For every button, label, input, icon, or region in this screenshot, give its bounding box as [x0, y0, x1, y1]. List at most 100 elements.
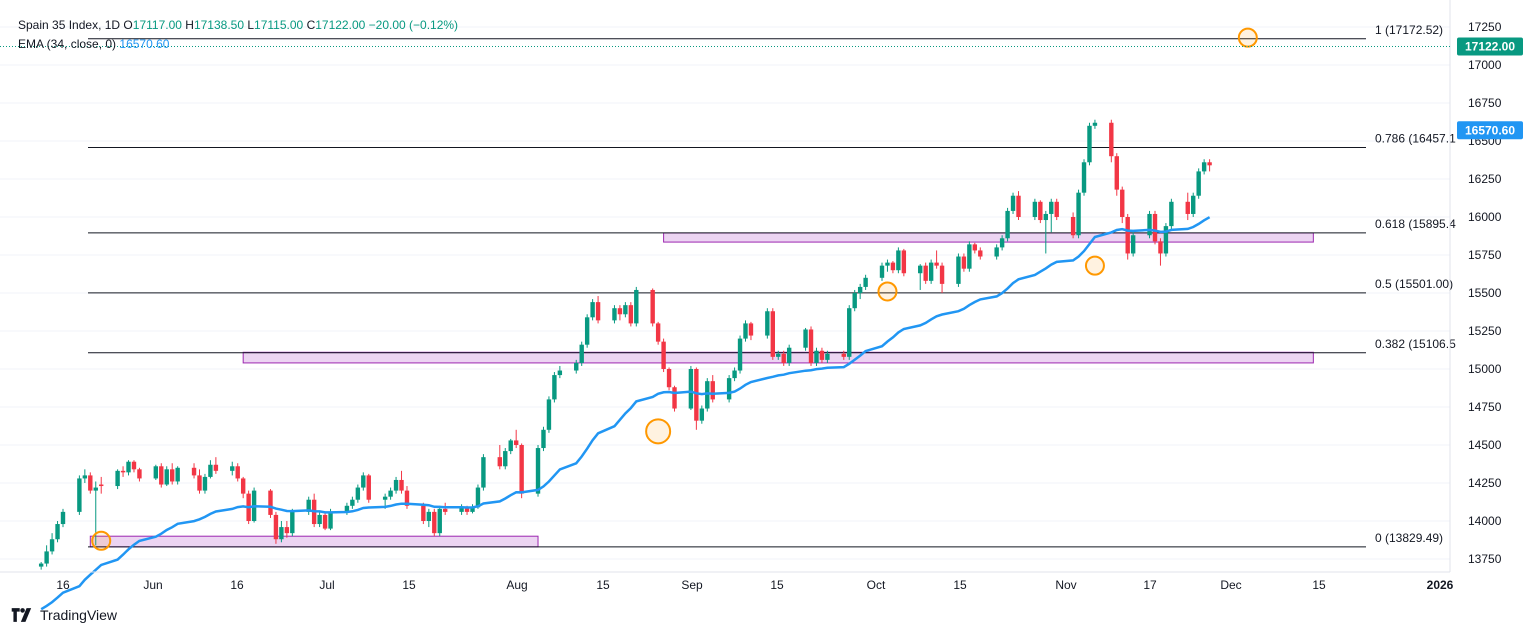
- candle-up: [705, 378, 710, 412]
- candle-up: [393, 476, 399, 494]
- tradingview-logo-icon: [11, 608, 32, 622]
- open-value: 17117.00: [132, 18, 182, 32]
- candle-body: [382, 496, 388, 500]
- legend-ema: EMA (34, close, 0) 16570.60: [18, 37, 169, 51]
- fib-label: 0.618 (15895.4: [1375, 217, 1456, 231]
- y-tick-label: 17000: [1468, 58, 1502, 72]
- candle-body: [918, 265, 923, 274]
- candle-down: [650, 288, 655, 327]
- candle-body: [994, 247, 999, 257]
- candle-body: [748, 323, 754, 336]
- fib-label: 1 (17172.52): [1375, 23, 1443, 37]
- candle-down: [99, 476, 104, 494]
- tradingview-logo[interactable]: TradingView: [10, 607, 117, 623]
- x-tick-label: Jun: [143, 578, 162, 592]
- candle-body: [967, 244, 972, 269]
- candle-body: [1109, 122, 1114, 157]
- candle-body: [595, 302, 601, 321]
- candle-body: [60, 511, 66, 525]
- y-tick-label: 14250: [1468, 476, 1502, 490]
- x-tick-label: Oct: [867, 578, 886, 592]
- candle-up: [153, 464, 159, 480]
- symbol-title[interactable]: Spain 35 Index, 1D: [18, 18, 121, 32]
- candle-down: [432, 508, 437, 537]
- candle-body: [470, 507, 475, 512]
- candle-up: [49, 533, 55, 555]
- candle-down: [666, 367, 672, 391]
- low-value: 17115.00: [254, 18, 304, 32]
- candle-up: [743, 320, 748, 342]
- candle-up: [885, 259, 890, 272]
- candle-down: [213, 457, 219, 474]
- x-axis[interactable]: 16 Jun 16 Jul 15 Aug 15 Sep 15 Oct 15 Nov 17 Dec 15 202…: [0, 571, 1454, 592]
- candle-up: [508, 438, 513, 455]
- marker-circle: [1084, 255, 1105, 276]
- candle-down: [961, 253, 967, 272]
- candle-down: [661, 338, 666, 373]
- candle-up: [726, 375, 732, 403]
- candle-up: [574, 359, 579, 374]
- candle-body: [120, 470, 126, 473]
- candle-up: [1049, 198, 1054, 233]
- candle-up: [1087, 122, 1092, 166]
- candle-down: [1185, 192, 1190, 221]
- candle-up: [306, 496, 311, 515]
- candle-body: [55, 524, 60, 540]
- y-tick-label: 15250: [1468, 324, 1502, 338]
- candle-body: [1169, 201, 1174, 227]
- candle-body: [786, 347, 792, 363]
- candle-down: [901, 248, 907, 277]
- candle-body: [1130, 235, 1136, 254]
- x-tick-label: 15: [1312, 578, 1326, 592]
- candle-body: [732, 370, 737, 379]
- candle-up: [732, 367, 737, 382]
- candle-down: [1158, 238, 1163, 266]
- candle-up: [1196, 168, 1201, 199]
- candle-body: [464, 507, 470, 512]
- candle-up: [699, 405, 705, 424]
- candle-down: [1114, 153, 1119, 196]
- candle-body: [655, 323, 661, 342]
- candle-body: [1196, 171, 1201, 196]
- candle-up: [765, 308, 770, 339]
- candle-body: [1038, 201, 1043, 221]
- candle-body: [590, 302, 595, 318]
- candle-body: [819, 350, 825, 360]
- y-tick-label: 16000: [1468, 210, 1502, 224]
- candle-down: [748, 321, 754, 341]
- candle-body: [393, 479, 399, 491]
- candle-up: [814, 347, 819, 366]
- candle-body: [879, 265, 885, 278]
- candle-up: [126, 460, 131, 476]
- candle-body: [1125, 217, 1130, 254]
- candle-body: [961, 256, 967, 269]
- candle-down: [513, 429, 519, 449]
- ema-polyline: [40, 216, 1211, 611]
- candle-up: [388, 487, 393, 500]
- candle-body: [1081, 162, 1087, 193]
- y-axis[interactable]: 13750 14000 14250 14500 14750 15000 15250 15500…: [0, 0, 1523, 572]
- candle-body: [1120, 189, 1125, 217]
- candle-body: [890, 262, 896, 271]
- x-tick-label: Aug: [506, 578, 527, 592]
- candle-up: [863, 274, 868, 290]
- candle-body: [1191, 195, 1196, 214]
- candle-body: [688, 369, 694, 409]
- candle-down: [672, 385, 677, 412]
- candle-down: [137, 467, 142, 482]
- candle-body: [999, 238, 1005, 248]
- candle-body: [535, 448, 541, 494]
- candle-down: [519, 443, 524, 499]
- candle-body: [694, 369, 699, 421]
- candle-body: [93, 487, 98, 491]
- candle-up: [557, 365, 563, 379]
- candle-down: [1038, 200, 1043, 224]
- candle-down: [1207, 159, 1212, 172]
- x-tick-label: 16: [230, 578, 244, 592]
- candle-body: [885, 262, 890, 266]
- ema-label[interactable]: EMA (34, close, 0): [18, 37, 117, 51]
- open-label: O: [123, 18, 133, 32]
- support-zone: [89, 535, 539, 548]
- candle-up: [1092, 119, 1098, 129]
